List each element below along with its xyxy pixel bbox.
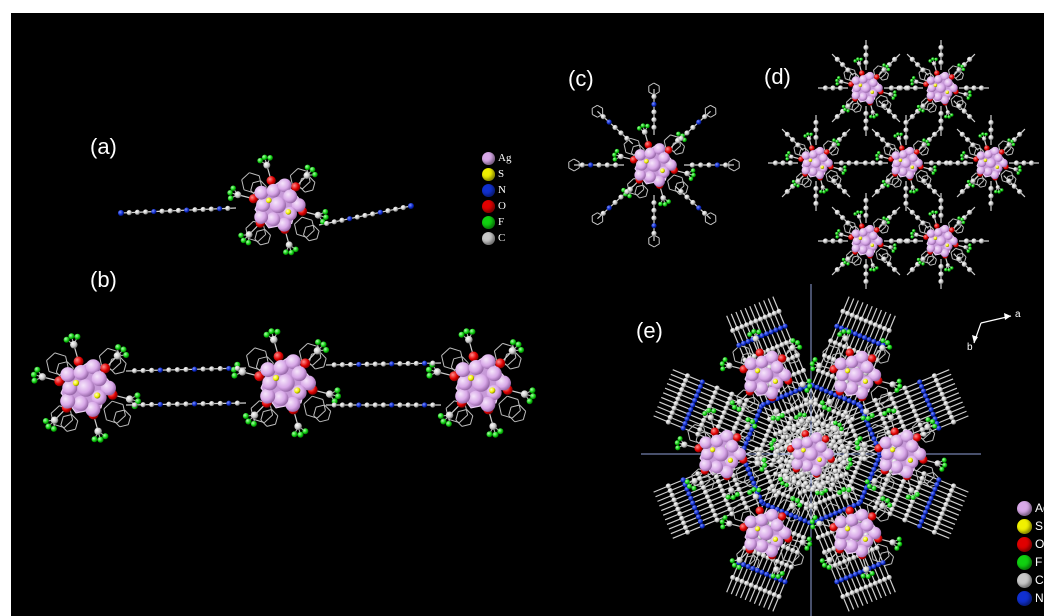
legend-label-o: O (1035, 537, 1044, 551)
panel-label-a: (a) (90, 134, 117, 159)
legend-label-s: S (498, 168, 505, 180)
legend-row-f: F (482, 214, 511, 230)
legend-swatch-o (1017, 536, 1032, 552)
bond-lines (33, 40, 1039, 616)
atom-spheres (30, 44, 1035, 600)
panel-label-e: (e) (636, 318, 663, 343)
element-legend-top: Ag S N O F C (482, 150, 511, 246)
legend-swatch-f (1017, 554, 1032, 570)
legend-label-o: O (498, 200, 506, 212)
axis-label-b: b (967, 342, 973, 353)
panel-label-b: (b) (90, 267, 117, 292)
legend-row-n: N (482, 182, 511, 198)
legend-label-n: N (498, 184, 506, 196)
legend-label-ag: Ag (498, 152, 512, 164)
legend-row-s: S (1017, 517, 1044, 535)
legend-label-n: N (1035, 591, 1044, 605)
legend-row-o: O (482, 198, 511, 214)
legend-label-f: F (498, 216, 505, 228)
legend-row-ag: Ag (482, 150, 511, 166)
legend-row-c: C (482, 230, 511, 246)
legend-label-s: S (1035, 519, 1044, 533)
legend-row-o: O (1017, 535, 1044, 553)
legend-swatch-n (1017, 590, 1032, 606)
legend-swatch-f (482, 215, 495, 229)
legend-swatch-o (482, 199, 495, 213)
legend-swatch-ag (1017, 500, 1032, 516)
legend-swatch-n (482, 183, 495, 197)
panel-label-c: (c) (568, 66, 594, 91)
legend-label-c: C (1035, 573, 1044, 587)
legend-label-ag: Ag (1035, 501, 1044, 515)
legend-swatch-c (1017, 572, 1032, 588)
axis-label-a: a (1015, 309, 1021, 320)
legend-row-s: S (482, 166, 511, 182)
molecular-structures-illustration (30, 40, 1039, 616)
legend-row-f: F (1017, 553, 1044, 571)
unit-cell-axes (972, 313, 1012, 344)
legend-swatch-s (1017, 518, 1032, 534)
panel-label-d: (d) (764, 64, 791, 89)
legend-swatch-s (482, 167, 495, 181)
legend-label-f: F (1035, 555, 1043, 569)
legend-swatch-ag (482, 151, 495, 165)
legend-row-c: C (1017, 571, 1044, 589)
legend-swatch-c (482, 231, 495, 245)
legend-row-n: N (1017, 589, 1044, 607)
legend-row-ag: Ag (1017, 499, 1044, 517)
legend-label-c: C (498, 232, 506, 244)
